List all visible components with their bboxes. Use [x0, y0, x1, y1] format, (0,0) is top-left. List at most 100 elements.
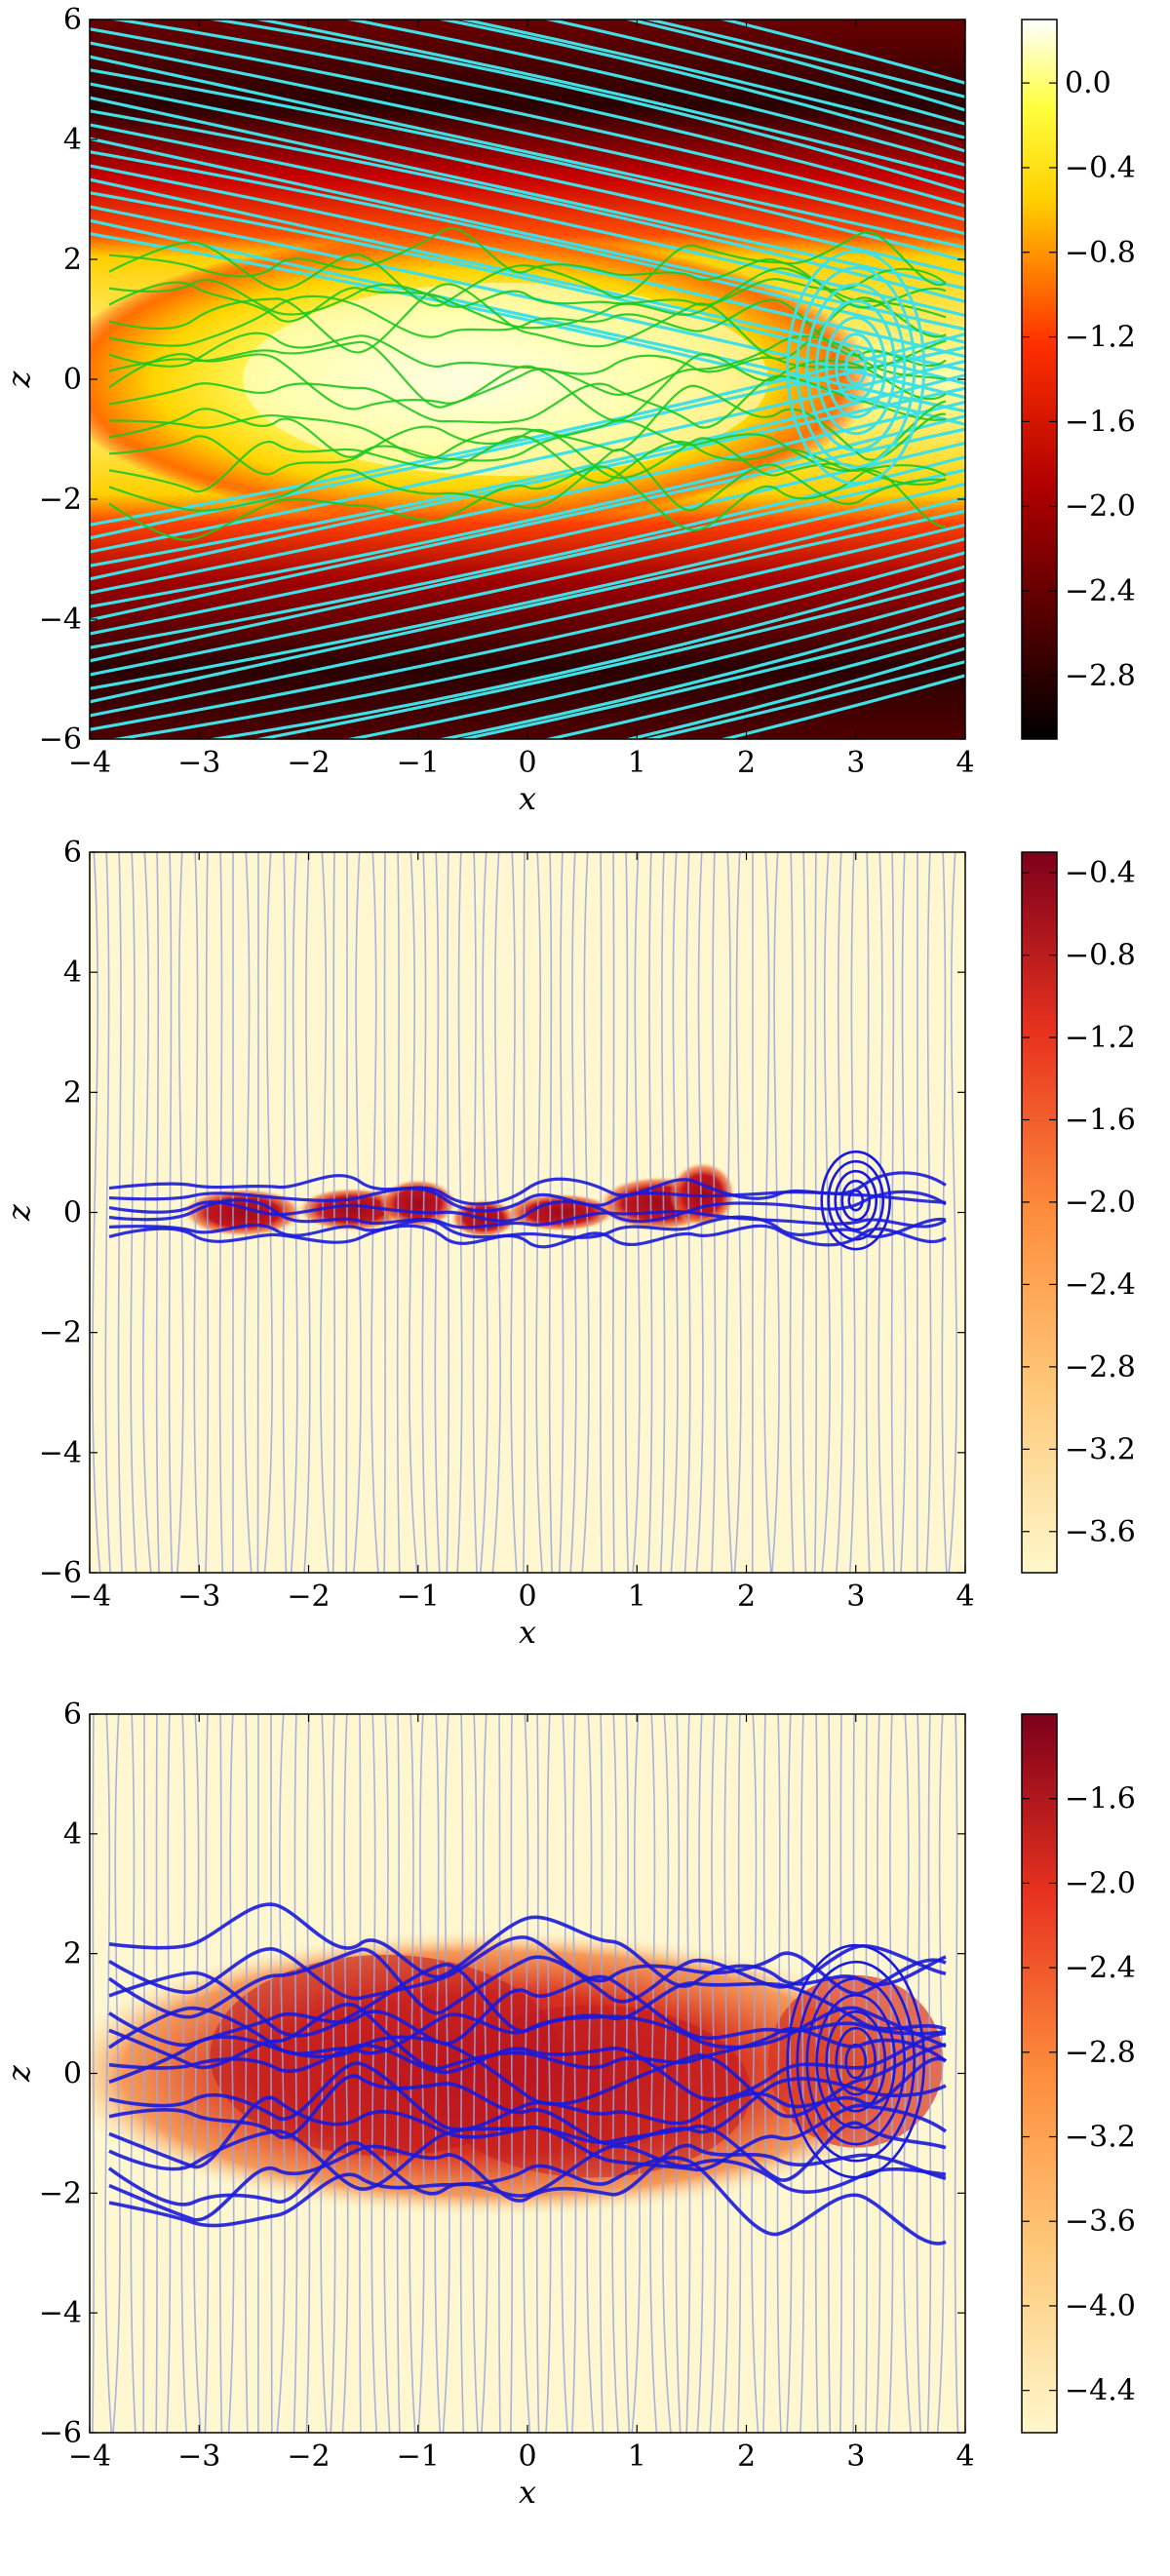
streamline	[878, 852, 885, 1573]
vortex-streamline	[827, 1159, 885, 1241]
streamline	[522, 852, 526, 1573]
streamline	[900, 852, 907, 1573]
colorbar-tick-label: −4.4	[1065, 2374, 1136, 2408]
streamline	[786, 1714, 793, 2433]
x-axis-label: x	[519, 780, 536, 817]
y-tick-label: −6	[39, 1556, 82, 1590]
vortex-streamline	[825, 316, 887, 419]
vortex-streamline	[847, 1189, 865, 1212]
heatmap-blob	[182, 1188, 303, 1237]
y-axis-label: z	[0, 2064, 37, 2083]
streamline	[623, 20, 965, 112]
streamline	[789, 852, 795, 1573]
streamline	[108, 1215, 947, 1239]
streamline	[130, 852, 137, 1573]
colorbar-gradient	[1021, 851, 1058, 1574]
colorbar-tick-label: −2.0	[1065, 1866, 1136, 1900]
y-tick-label: −2	[39, 2176, 82, 2210]
streamline	[498, 1714, 501, 2433]
streamline	[90, 345, 965, 540]
streamline	[472, 852, 478, 1573]
colorbar-tick-label: 0.0	[1065, 66, 1112, 100]
x-tick-label: 4	[956, 2439, 974, 2474]
streamline	[370, 1714, 378, 2433]
vortex-streamline	[835, 332, 878, 403]
streamline	[916, 1714, 921, 2433]
streamline	[359, 1714, 362, 2433]
colorbar-tick-label: −0.8	[1065, 939, 1136, 973]
streamline	[90, 164, 965, 359]
colorbar-tick-label: −2.4	[1065, 1951, 1136, 1985]
streamline	[90, 427, 965, 622]
colorbar-tick-label: −3.6	[1065, 2205, 1136, 2239]
streamline	[733, 852, 742, 1573]
chart-panel-1: −4 −3 −2 −1 0 1 2 3 4−6−4−20246xz0.0−0.4−0.8−1.2…	[0, 3, 1136, 817]
y-tick-label: 4	[63, 123, 82, 157]
streamline	[821, 852, 831, 1573]
streamline	[244, 1714, 249, 2433]
vortex-streamline	[844, 2043, 868, 2080]
y-tick-label: 4	[63, 956, 82, 990]
streamline	[510, 1714, 514, 2433]
streamline	[104, 852, 111, 1573]
colorbar-tick-label: −2.8	[1065, 1350, 1136, 1385]
streamline	[108, 2143, 947, 2222]
streamline	[90, 150, 965, 345]
y-axis-label: z	[0, 1203, 37, 1222]
streamline	[108, 425, 947, 486]
streamline	[763, 852, 772, 1573]
streamline	[332, 852, 336, 1573]
streamline	[90, 82, 965, 277]
streamline	[737, 1714, 742, 2433]
y-tick-label: 2	[63, 1075, 82, 1110]
streamline	[561, 1714, 568, 2433]
streamline	[523, 1714, 531, 2433]
x-tick-label: 3	[846, 2439, 865, 2474]
streamline	[305, 1714, 311, 2433]
y-tick-label: 0	[63, 2057, 82, 2091]
colorbar-tick-label: −2.0	[1065, 1186, 1136, 1220]
y-tick-label: −4	[39, 1436, 82, 1470]
heatmap-field	[90, 852, 965, 1573]
streamline	[218, 852, 224, 1573]
y-axis-label: z	[0, 370, 37, 388]
streamline	[762, 1714, 767, 2433]
streamline	[276, 1714, 286, 2433]
y-tick-label: 0	[63, 363, 82, 397]
streamline	[571, 1714, 577, 2433]
x-tick-label: −3	[177, 746, 220, 780]
streamline	[558, 852, 565, 1573]
streamline	[108, 267, 947, 330]
streamline	[342, 592, 965, 739]
streamline	[599, 1714, 604, 2433]
streamline	[709, 1714, 717, 2433]
streamline	[926, 1714, 932, 2433]
streamline	[107, 1944, 947, 2019]
colorbar: 0.0 −0.4 −0.8 −1.2 −1.6 −2.0 −2.4 −2.8	[1021, 19, 1136, 740]
colorbar-tick-label: −3.2	[1065, 1432, 1136, 1466]
x-tick-label: 4	[956, 746, 974, 780]
vortex-streamline	[825, 2010, 887, 2113]
colorbar-tick-label: −2.0	[1065, 489, 1136, 524]
streamline	[108, 1935, 947, 2001]
streamline	[108, 465, 947, 541]
x-tick-label: −1	[397, 2439, 440, 2474]
streamline	[205, 20, 965, 194]
streamline	[253, 577, 965, 739]
x-tick-label: 2	[737, 746, 756, 780]
vortex-streamline	[844, 349, 868, 386]
vortex-streamline	[820, 1150, 892, 1251]
x-tick-label: 0	[518, 1580, 536, 1614]
x-tick-label: 3	[846, 1580, 865, 1614]
y-tick-label: 2	[63, 1937, 82, 1971]
streamline	[510, 852, 518, 1573]
streamline	[370, 852, 379, 1573]
x-tick-label: −2	[287, 2439, 330, 2474]
colorbar-tick-label: −2.8	[1065, 2036, 1136, 2070]
y-tick-label: −2	[39, 1316, 82, 1350]
x-axis-label: x	[519, 2474, 536, 2511]
streamline	[90, 454, 965, 649]
